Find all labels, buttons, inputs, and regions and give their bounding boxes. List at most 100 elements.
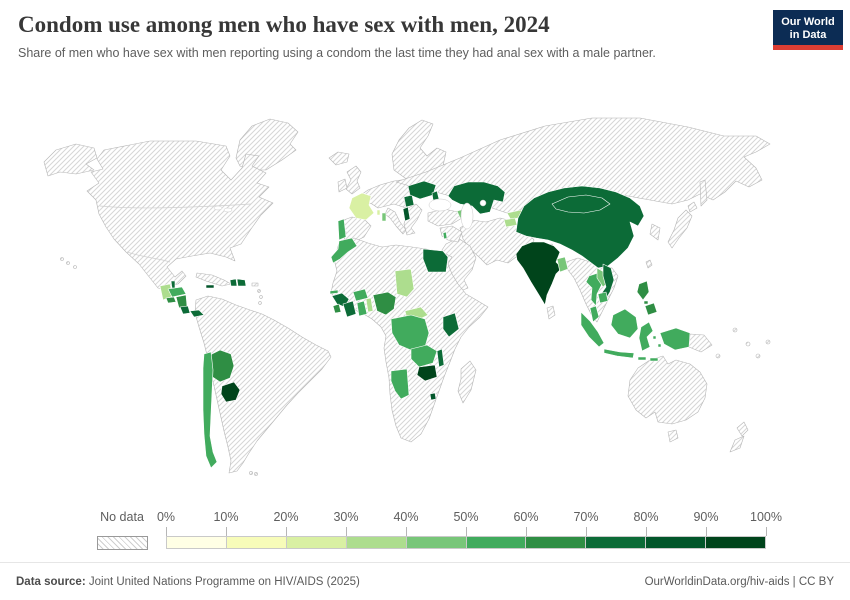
- country-chad[interactable]: [394, 268, 415, 298]
- landmass-cuba[interactable]: [195, 272, 232, 287]
- landmass-south-america[interactable]: [194, 295, 332, 474]
- legend-swatch[interactable]: [405, 536, 467, 549]
- landmass-great-britain[interactable]: [345, 165, 362, 195]
- country-indonesia-sumatra[interactable]: [580, 311, 605, 348]
- country-honduras[interactable]: [167, 286, 187, 298]
- country-haiti[interactable]: [229, 278, 238, 287]
- landmass-ireland[interactable]: [337, 178, 348, 193]
- landmass-hawaii[interactable]: [73, 265, 77, 269]
- landmass-new-zealand-north[interactable]: [736, 421, 749, 437]
- landmass-new-zealand-south[interactable]: [729, 435, 745, 453]
- country-togo[interactable]: [365, 297, 374, 313]
- country-portugal[interactable]: [337, 218, 347, 241]
- landmass-sakhalin[interactable]: [699, 179, 708, 207]
- landmass-sri-lanka[interactable]: [546, 305, 556, 320]
- country-nigeria[interactable]: [372, 291, 397, 316]
- country-egypt[interactable]: [422, 248, 449, 273]
- country-france[interactable]: [348, 192, 375, 221]
- country-zimbabwe[interactable]: [416, 364, 438, 382]
- landmass-hawaii[interactable]: [66, 261, 70, 265]
- landmass-taiwan[interactable]: [645, 259, 653, 269]
- landmass-antilles-island[interactable]: [258, 301, 262, 305]
- country-el-salvador[interactable]: [165, 296, 177, 304]
- legend-swatch[interactable]: [525, 536, 587, 549]
- landmass-papua-new-guinea[interactable]: [688, 333, 713, 353]
- landmass-pacific-island[interactable]: [745, 341, 751, 347]
- country-costa-rica[interactable]: [179, 305, 191, 315]
- country-indonesia-moluccas[interactable]: [652, 335, 657, 340]
- landmass-hawaii[interactable]: [60, 257, 64, 261]
- country-belize[interactable]: [170, 280, 176, 289]
- landmass-korea[interactable]: [649, 223, 661, 241]
- country-jamaica[interactable]: [205, 284, 215, 289]
- landmass-italy[interactable]: [384, 207, 407, 235]
- landmass-hokkaido[interactable]: [687, 201, 698, 213]
- landmass-north-america[interactable]: [86, 140, 274, 291]
- landmass-turkey[interactable]: [427, 208, 463, 227]
- landmass-madagascar[interactable]: [457, 360, 477, 404]
- landmass-australia[interactable]: [627, 355, 708, 425]
- country-gambia[interactable]: [329, 289, 339, 295]
- country-china[interactable]: [515, 185, 645, 269]
- country-kenya[interactable]: [442, 312, 460, 338]
- country-philippines-mindanao[interactable]: [644, 302, 658, 316]
- landmass-tasmania[interactable]: [667, 429, 679, 443]
- landmass-pacific-island[interactable]: [755, 353, 761, 359]
- country-paraguay[interactable]: [220, 381, 241, 403]
- country-morocco[interactable]: [330, 237, 358, 264]
- country-philippines-luzon[interactable]: [636, 280, 650, 301]
- country-indonesia-sulawesi[interactable]: [638, 321, 654, 352]
- landmass-pacific-island[interactable]: [732, 327, 738, 333]
- legend-no-data[interactable]: No data: [94, 506, 150, 554]
- country-ghana[interactable]: [356, 300, 368, 317]
- country-chile[interactable]: [202, 351, 218, 469]
- country-albania[interactable]: [402, 206, 411, 222]
- country-sierra-leone[interactable]: [332, 303, 342, 314]
- country-indonesia-papua[interactable]: [659, 327, 691, 351]
- country-sardinia[interactable]: [381, 212, 387, 222]
- legend-swatch[interactable]: [465, 536, 527, 549]
- landmass-iceland[interactable]: [328, 151, 350, 166]
- legend-swatch[interactable]: [285, 536, 347, 549]
- country-kazakhstan[interactable]: [447, 181, 506, 215]
- country-panama[interactable]: [189, 309, 205, 318]
- legend-no-data-swatch[interactable]: [97, 536, 148, 550]
- legend-swatch[interactable]: [645, 536, 707, 549]
- landmass-alaska[interactable]: [43, 143, 98, 177]
- country-india[interactable]: [515, 241, 563, 306]
- country-lebanon[interactable]: [442, 231, 448, 240]
- landmass-pacific-island[interactable]: [715, 353, 721, 359]
- country-indonesia-lesser-sunda[interactable]: [649, 357, 659, 362]
- landmass-antilles-island[interactable]: [257, 289, 261, 293]
- landmass-pacific-island[interactable]: [765, 339, 771, 345]
- landmass-japan[interactable]: [667, 209, 693, 249]
- owid-logo[interactable]: Our World in Data: [773, 10, 843, 50]
- country-namibia[interactable]: [390, 368, 410, 400]
- country-cambodia[interactable]: [597, 291, 609, 304]
- country-malawi[interactable]: [436, 348, 445, 368]
- country-zambia[interactable]: [410, 344, 438, 368]
- country-eswatini[interactable]: [429, 392, 437, 401]
- country-indonesia-borneo[interactable]: [610, 308, 639, 339]
- country-indonesia-moluccas[interactable]: [657, 343, 662, 348]
- landmass-puerto-rico[interactable]: [251, 282, 259, 287]
- country-cote-divoire[interactable]: [342, 300, 357, 318]
- owid-credit[interactable]: OurWorldinData.org/hiv-aids | CC BY: [644, 575, 834, 588]
- legend-swatch[interactable]: [585, 536, 647, 549]
- country-serbia[interactable]: [403, 194, 415, 208]
- legend-swatch[interactable]: [345, 536, 407, 549]
- country-malaysia[interactable]: [589, 305, 600, 323]
- legend-swatch[interactable]: [705, 536, 767, 549]
- landmass-falklands[interactable]: [254, 472, 258, 476]
- legend-swatch[interactable]: [225, 536, 287, 549]
- country-bangladesh[interactable]: [556, 256, 569, 273]
- country-philippines-visayas[interactable]: [643, 300, 649, 305]
- country-indonesia-lesser-sunda[interactable]: [637, 356, 647, 361]
- landmass-antilles-island[interactable]: [259, 295, 263, 299]
- landmass-falklands[interactable]: [249, 471, 253, 475]
- country-corsica[interactable]: [376, 209, 381, 216]
- country-tajikistan[interactable]: [503, 217, 518, 228]
- country-burkina-faso[interactable]: [352, 288, 369, 302]
- country-mongolia[interactable]: [551, 194, 611, 214]
- legend-swatch[interactable]: [166, 536, 227, 549]
